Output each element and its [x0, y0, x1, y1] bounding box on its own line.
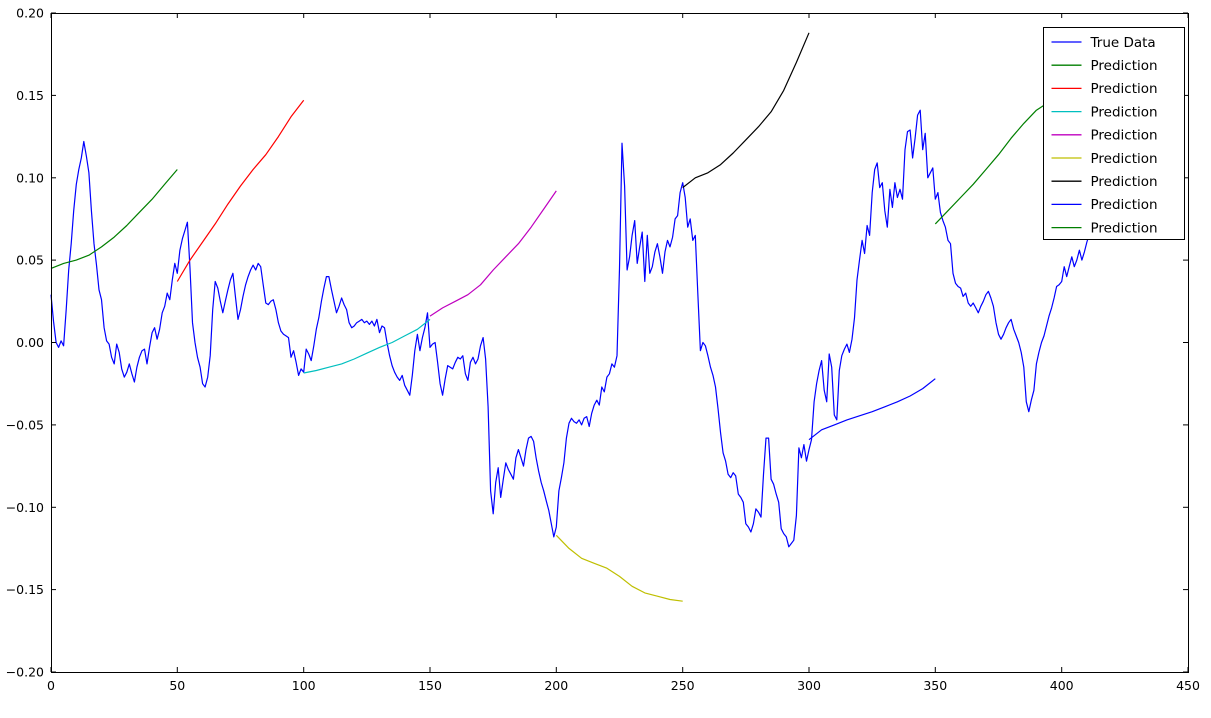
y-tick-label: 0.15 — [16, 88, 44, 103]
series-prediction-7 — [808, 378, 936, 441]
series-prediction-8 — [934, 96, 1062, 225]
legend-item-label-8: Prediction — [1091, 220, 1158, 236]
legend-item-label-0: True Data — [1090, 35, 1156, 51]
y-tick-label: −0.10 — [6, 500, 44, 515]
y-tick-label: 0.10 — [16, 170, 44, 185]
legend-item-label-2: Prediction — [1091, 81, 1158, 97]
legend: True Data Prediction Prediction Prediction P… — [1043, 27, 1185, 240]
series-prediction-1 — [50, 169, 178, 269]
series-prediction-6 — [682, 32, 810, 189]
y-tick-label: 0.00 — [16, 335, 44, 350]
x-tick-label: 300 — [797, 678, 821, 693]
legend-item-label-5: Prediction — [1091, 151, 1158, 167]
series-prediction-3 — [303, 318, 431, 374]
x-tick-label: 50 — [169, 678, 185, 693]
legend-item-label-4: Prediction — [1091, 128, 1158, 144]
legend-item-label-3: Prediction — [1091, 104, 1158, 120]
series-group — [50, 32, 1091, 602]
x-tick-label: 150 — [418, 678, 442, 693]
series-prediction-4 — [429, 190, 557, 317]
series-prediction-2 — [176, 99, 305, 282]
x-tick-label: 450 — [1176, 678, 1200, 693]
x-tick-label: 200 — [544, 678, 568, 693]
y-tick-label: −0.15 — [6, 582, 44, 597]
legend-item-label-6: Prediction — [1091, 174, 1158, 190]
x-tick-label: 400 — [1050, 678, 1074, 693]
axes-group: 0 50 100 150 200 250 300 350 400 450 0.20 0.15 0.10 0… — [6, 6, 1200, 694]
y-tick-label: −0.05 — [6, 417, 44, 432]
legend-item-label-1: Prediction — [1091, 58, 1158, 74]
series-true-data — [50, 109, 1091, 548]
plot-frame — [51, 13, 1189, 673]
series-prediction-5 — [555, 534, 683, 602]
x-tick-label: 100 — [292, 678, 316, 693]
x-tick-label: 350 — [923, 678, 947, 693]
x-tick-label: 0 — [47, 678, 55, 693]
y-tick-label: 0.20 — [16, 6, 44, 21]
x-tick-label: 250 — [671, 678, 695, 693]
y-tick-label: −0.20 — [6, 665, 44, 680]
legend-item-label-7: Prediction — [1091, 197, 1158, 213]
y-tick-label: 0.05 — [16, 253, 44, 268]
